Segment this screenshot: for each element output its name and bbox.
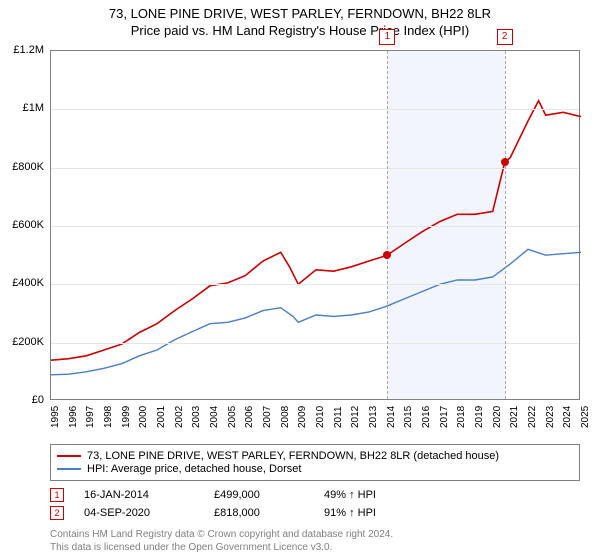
grid-line [51, 168, 579, 169]
marker-box: 2 [497, 29, 513, 45]
x-tick-label: 2017 [439, 406, 450, 428]
x-tick-label: 2016 [421, 406, 432, 428]
chart-container: 73, LONE PINE DRIVE, WEST PARLEY, FERNDO… [0, 0, 600, 560]
sale-row: 1 16-JAN-2014£499,00049% ↑ HPI [50, 488, 580, 502]
legend-item: HPI: Average price, detached house, Dors… [57, 463, 573, 475]
x-tick-label: 2024 [562, 406, 573, 428]
x-tick-label: 2015 [403, 406, 414, 428]
x-tick-label: 1996 [68, 406, 79, 428]
sale-dot [383, 251, 391, 259]
title-address: 73, LONE PINE DRIVE, WEST PARLEY, FERNDO… [0, 6, 600, 21]
plot-area: 12 [50, 50, 580, 400]
legend-item: 73, LONE PINE DRIVE, WEST PARLEY, FERNDO… [57, 450, 573, 462]
sale-marker-box: 1 [50, 488, 64, 502]
x-tick-label: 2006 [244, 406, 255, 428]
x-tick-label: 2007 [262, 406, 273, 428]
x-tick-label: 2005 [227, 406, 238, 428]
x-tick-label: 2012 [350, 406, 361, 428]
x-tick-label: 2025 [580, 406, 591, 428]
x-tick-label: 1995 [50, 406, 61, 428]
x-tick-label: 2011 [333, 406, 344, 428]
sale-marker-box: 2 [50, 506, 64, 520]
grid-line [51, 226, 579, 227]
x-tick-label: 1997 [85, 406, 96, 428]
x-tick-label: 2000 [138, 406, 149, 428]
footer-attribution: Contains HM Land Registry data © Crown c… [50, 528, 393, 554]
legend: 73, LONE PINE DRIVE, WEST PARLEY, FERNDO… [50, 444, 580, 481]
sale-date: 16-JAN-2014 [84, 489, 214, 501]
x-tick-label: 2010 [315, 406, 326, 428]
series-price_paid [51, 101, 581, 361]
x-tick-label: 2001 [156, 406, 167, 428]
sale-date: 04-SEP-2020 [84, 507, 214, 519]
x-tick-label: 2021 [509, 406, 520, 428]
y-tick-label: £1.2M [13, 44, 44, 56]
x-tick-label: 1998 [103, 406, 114, 428]
y-tick-label: £1M [23, 102, 44, 114]
y-tick-label: £400K [12, 277, 44, 289]
marker-line [387, 51, 388, 399]
x-tick-label: 1999 [121, 406, 132, 428]
x-tick-label: 2013 [368, 406, 379, 428]
legend-swatch [57, 455, 81, 457]
x-tick-label: 2023 [545, 406, 556, 428]
sale-dot [501, 158, 509, 166]
sale-row: 2 04-SEP-2020£818,00091% ↑ HPI [50, 506, 580, 520]
x-tick-label: 2002 [174, 406, 185, 428]
chart-svg [51, 51, 579, 399]
x-tick-label: 2020 [492, 406, 503, 428]
legend-swatch [57, 468, 81, 470]
legend-label: 73, LONE PINE DRIVE, WEST PARLEY, FERNDO… [87, 450, 499, 462]
y-tick-label: £600K [12, 219, 44, 231]
marker-line [505, 51, 506, 399]
footer-line1: Contains HM Land Registry data © Crown c… [50, 528, 393, 541]
x-tick-label: 2019 [474, 406, 485, 428]
y-tick-label: £800K [12, 161, 44, 173]
x-tick-label: 2009 [297, 406, 308, 428]
legend-label: HPI: Average price, detached house, Dors… [87, 463, 301, 475]
x-tick-label: 2018 [456, 406, 467, 428]
sales-table: 1 16-JAN-2014£499,00049% ↑ HPI 2 04-SEP-202… [50, 488, 580, 524]
sale-pct: 49% ↑ HPI [324, 489, 424, 501]
y-tick-label: £200K [12, 336, 44, 348]
x-tick-label: 2003 [191, 406, 202, 428]
x-tick-label: 2022 [527, 406, 538, 428]
grid-line [51, 284, 579, 285]
x-tick-label: 2008 [280, 406, 291, 428]
x-tick-label: 2004 [209, 406, 220, 428]
y-axis: £0£200K£400K£600K£800K£1M£1.2M [0, 50, 48, 400]
x-tick-label: 2014 [386, 406, 397, 428]
marker-box: 1 [379, 29, 395, 45]
x-axis: 1995 1996 1997 1998 1999 2000 2001 2002 2003 2004… [50, 402, 580, 442]
sale-pct: 91% ↑ HPI [324, 507, 424, 519]
sale-price: £499,000 [214, 489, 324, 501]
series-hpi [51, 249, 581, 374]
y-tick-label: £0 [32, 394, 44, 406]
grid-line [51, 109, 579, 110]
footer-line2: This data is licensed under the Open Gov… [50, 541, 393, 554]
sale-price: £818,000 [214, 507, 324, 519]
grid-line [51, 343, 579, 344]
